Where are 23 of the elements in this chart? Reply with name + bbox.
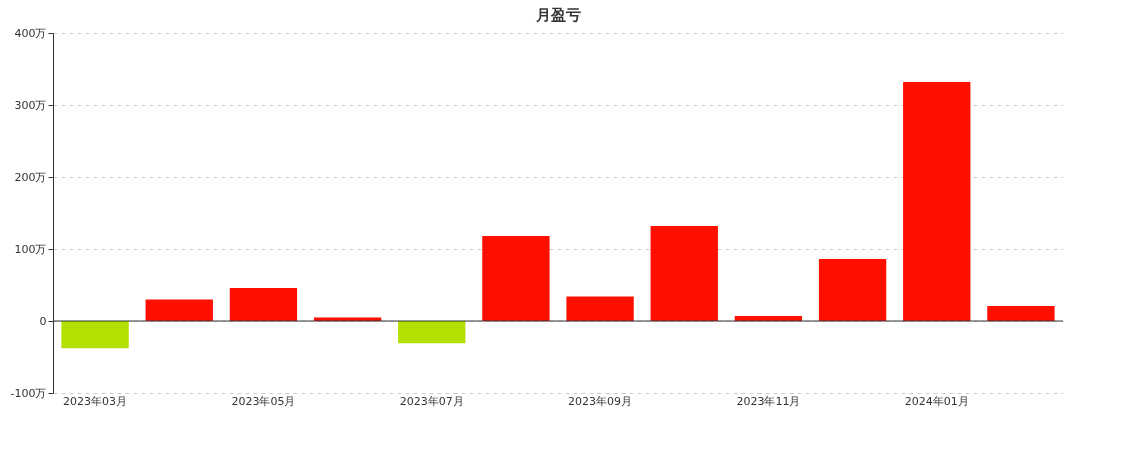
- x-tick-label: 2023年07月: [399, 394, 464, 408]
- y-tick-label: 100万: [14, 242, 47, 256]
- x-tick-label: 2023年09月: [568, 394, 633, 408]
- bar: [61, 321, 129, 349]
- y-tick-label: 300万: [14, 98, 47, 112]
- bar: [987, 305, 1055, 321]
- bar: [482, 236, 550, 321]
- y-tick-label: -100万: [10, 386, 47, 400]
- bar: [818, 259, 887, 321]
- x-tick-label: 2023年03月: [63, 394, 128, 408]
- x-tick-label: 2023年11月: [736, 394, 801, 408]
- y-tick-label: 200万: [14, 170, 47, 184]
- bar: [229, 287, 298, 321]
- bar: [398, 321, 466, 344]
- bar: [145, 299, 213, 321]
- y-tick-label: 400万: [14, 26, 47, 40]
- x-tick-label: 2023年05月: [231, 394, 296, 408]
- y-tick-label: 0: [39, 314, 47, 328]
- x-tick-label: 2024年01月: [904, 394, 969, 408]
- bar: [566, 296, 634, 321]
- bar: [903, 81, 971, 321]
- chart-title: 月盈亏: [534, 6, 581, 24]
- bar: [650, 225, 718, 321]
